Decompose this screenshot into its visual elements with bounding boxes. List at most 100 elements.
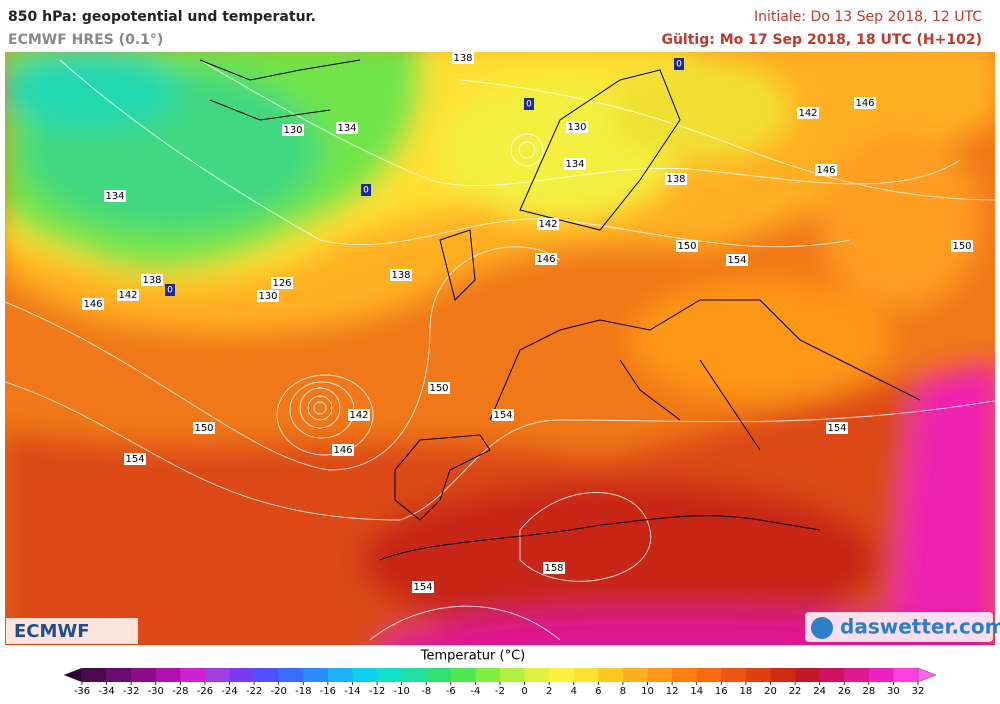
colorbar-tick-label: 4 [571,686,577,697]
colorbar-tick-label: -2 [495,686,505,697]
contour-label-bg [336,122,358,134]
colorbar-tick-label: 2 [546,686,552,697]
init-time: Initiale: Do 13 Sep 2018, 12 UTC [754,9,982,25]
contour-label-bg [676,240,698,252]
contour-label-bg [543,562,565,574]
colorbar-tick-label: -10 [393,686,409,697]
colorbar-segment [795,668,820,682]
colorbar-tick-label: -22 [246,686,262,697]
contour-label: 150 [429,383,448,394]
colorbar-segment [524,668,550,682]
contour-label-bg [82,298,104,310]
colorbar-segment [745,668,771,682]
contour-label: 138 [666,174,685,185]
contour-label: 154 [413,582,432,593]
colorbar-tick-label: -12 [369,686,385,697]
colorbar-tick-label: 8 [620,686,626,697]
colorbar-segment [401,668,427,682]
colorbar-segment [549,668,575,682]
contour-label-bg [332,444,354,456]
contour-label: 146 [536,254,555,265]
colorbar-tick-label: -14 [344,686,360,697]
contour-label: 154 [125,454,144,465]
contour-label-bg [428,382,450,394]
colorbar-tick-label: 14 [690,686,703,697]
colorbar-segment [696,668,722,682]
contour-label: 130 [283,125,302,136]
colorbar-segment [155,668,181,682]
colorbar-segment [278,668,304,682]
colorbar-tick-label: -32 [123,686,139,697]
contour-label: 126 [272,278,291,289]
colorbar-segment [770,668,796,682]
contour-label-bg [124,453,146,465]
logo-right: daswetter.com [805,612,1000,642]
contour-label-bg [564,158,586,170]
contour-label: 150 [952,241,971,252]
zero-marker-bg [361,184,371,196]
contour-label: 146 [83,299,102,310]
colorbar-end-low [63,667,83,683]
colorbar-tick-label: -34 [98,686,114,697]
contour-label-bg [726,254,748,266]
title: 850 hPa: geopotential und temperatur. [8,9,316,25]
contour-label: 142 [349,410,368,421]
contour-label: 154 [727,255,746,266]
contour-label-bg [141,274,163,286]
contour-label-bg [492,409,514,421]
contour-label-bg [117,289,139,301]
colorbar-segment [426,668,452,682]
colorbar-tick-label: 12 [666,686,679,697]
contour-label-bg [193,422,215,434]
colorbar-end-high [917,667,937,683]
colorbar-tick-label: 26 [838,686,851,697]
colorbar-segment [303,668,329,682]
contour-label: 130 [258,291,277,302]
colorbar-segment [204,668,230,682]
colorbar-tick-label: 0 [521,686,527,697]
colorbar-segment [868,668,894,682]
colorbar-segment [327,668,353,682]
colorbar-tick-label: -26 [197,686,213,697]
colorbar-tick-label: -6 [446,686,456,697]
colorbar-tick-label: 22 [789,686,802,697]
zero-marker-bg [524,98,534,110]
contour-label: 134 [337,123,356,134]
colorbar-tick-label: -28 [172,686,188,697]
colorbar-tick-label: -16 [320,686,336,697]
contour-label: 142 [798,108,817,119]
colorbar-label: Temperatur (°C) [420,649,526,664]
colorbar-segment [721,668,747,682]
colorbar-segment [229,668,255,682]
contour-label: 146 [855,98,874,109]
colorbar-tick-label: 32 [912,686,925,697]
contour-label: 150 [677,241,696,252]
contour-label: 142 [118,290,137,301]
contour-label-bg [797,107,819,119]
colorbar-segment [598,668,624,682]
zero-marker-bg [674,58,684,70]
colorbar-segment [377,668,402,682]
colorbar-tick-label: -30 [148,686,164,697]
contour-label: 134 [565,159,584,170]
contour-label: 138 [453,53,472,64]
ecmwf-logo: ECMWF [14,621,90,642]
colorbar-segment [352,668,378,682]
contour-label: 154 [493,410,512,421]
contour-label: 134 [105,191,124,202]
colorbar-tick-label: 6 [595,686,601,697]
contour-label-bg [257,290,279,302]
colorbar-segment [622,668,648,682]
colorbar-tick-label: 16 [715,686,728,697]
zero-marker-bg [165,284,175,296]
contour-label-bg [566,121,588,133]
contour-label: 142 [538,219,557,230]
colorbar-segment [254,668,280,682]
contour-label: 138 [391,270,410,281]
colorbar-segment [819,668,845,682]
colorbar-segment [844,668,870,682]
zero-marker: 0 [676,60,682,70]
contour-label: 150 [194,423,213,434]
contour-label: 154 [827,423,846,434]
